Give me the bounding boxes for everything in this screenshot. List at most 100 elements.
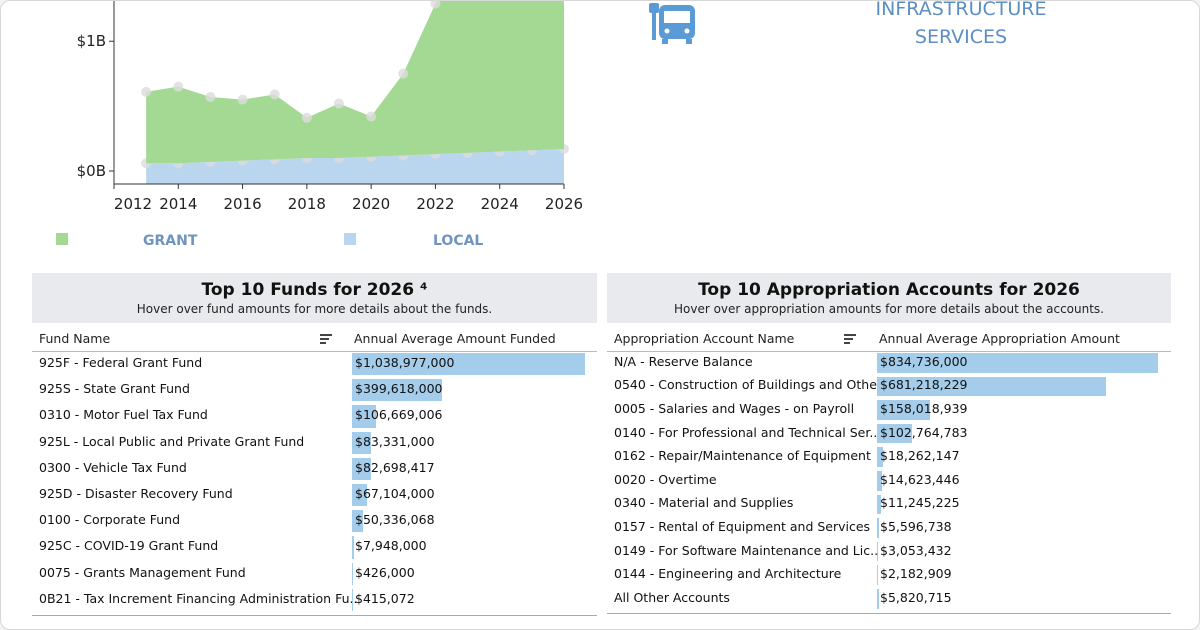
- bar-edge: [352, 379, 353, 402]
- point: [141, 86, 152, 97]
- column-name: Annual Average Appropriation Amount: [879, 331, 1120, 346]
- x-tick-label: 2024: [481, 195, 519, 213]
- bar-edge: [877, 518, 878, 538]
- column-name: Annual Average Amount Funded: [354, 331, 556, 346]
- accounts-panel: Top 10 Appropriation Accounts for 2026 Ho…: [607, 273, 1171, 614]
- amount-label[interactable]: $1,038,977,000: [355, 355, 455, 371]
- amount-label[interactable]: $14,623,446: [880, 471, 960, 487]
- bar-edge: [877, 565, 878, 585]
- bar-edge: [877, 400, 878, 420]
- section-title: INFRASTRUCTURE SERVICES: [821, 1, 1101, 51]
- amount-label[interactable]: $50,336,068: [355, 512, 435, 528]
- table-row: 0157 - Rental of Equipment and Services $…: [607, 516, 1171, 540]
- sort-line: [320, 334, 332, 336]
- row-name: N/A - Reserve Balance: [614, 353, 753, 369]
- bar-edge: [352, 484, 353, 507]
- panel-bottom-rule: [607, 612, 1171, 614]
- amount-label[interactable]: $83,331,000: [355, 433, 435, 449]
- table-row: 0300 - Vehicle Tax Fund $82,698,417: [32, 456, 597, 482]
- amount-label[interactable]: $5,820,715: [880, 589, 952, 605]
- x-tick-label: 2022: [416, 195, 454, 213]
- table-row: All Other Accounts $5,820,715: [607, 587, 1171, 611]
- sort-button[interactable]: [320, 334, 332, 346]
- amount-label[interactable]: $5,596,738: [880, 518, 952, 534]
- amount-label[interactable]: $11,245,225: [880, 495, 960, 511]
- amount-label[interactable]: $399,618,000: [355, 381, 443, 397]
- row-name: 0075 - Grants Management Fund: [39, 564, 246, 580]
- amount-label[interactable]: $67,104,000: [355, 486, 435, 502]
- amount-bar: [352, 353, 585, 376]
- table-row: 0310 - Motor Fuel Tax Fund $106,669,006: [32, 403, 597, 429]
- amount-label[interactable]: $82,698,417: [355, 459, 435, 475]
- column-name: Fund Name: [39, 331, 111, 346]
- amount-label[interactable]: $834,736,000: [880, 353, 968, 369]
- amount-label[interactable]: $681,218,229: [880, 377, 968, 393]
- table-row: 0149 - For Software Maintenance and Lic.…: [607, 540, 1171, 564]
- bar-edge: [352, 536, 353, 559]
- bus-icon: [649, 3, 695, 44]
- sort-button[interactable]: [844, 334, 856, 346]
- amount-bar: [877, 494, 881, 515]
- amount-label[interactable]: $426,000: [355, 564, 415, 580]
- bar-edge: [352, 353, 353, 376]
- amount-bar: [877, 376, 1107, 397]
- x-tick-label: 2018: [288, 195, 326, 213]
- amount-label[interactable]: $18,262,147: [880, 448, 960, 464]
- amount-bar: [877, 471, 882, 491]
- amount-label[interactable]: $415,072: [355, 590, 415, 606]
- table-row: 0B21 - Tax Increment Financing Administr…: [32, 587, 597, 613]
- table-row: 925D - Disaster Recovery Fund $67,104,000: [32, 482, 597, 508]
- amount-bar: [352, 510, 364, 533]
- row-name: 925C - COVID-19 Grant Fund: [39, 538, 219, 554]
- column-header: Fund Name Annual Average Amount Funded: [32, 327, 597, 352]
- area: [146, 148, 564, 184]
- panel-header: Top 10 Funds for 2026 ⁴ Hover over fund a…: [32, 273, 597, 323]
- legend-swatch: [56, 233, 68, 245]
- panel-title: Top 10 Appropriation Accounts for 2026: [698, 280, 1080, 300]
- table-row: 0005 - Salaries and Wages - on Payroll $1…: [607, 398, 1171, 422]
- amount-bar: [352, 457, 371, 480]
- funds-panel: Top 10 Funds for 2026 ⁴ Hover over fund a…: [32, 273, 597, 616]
- amount-bar: [352, 379, 442, 402]
- table-row: 0140 - For Professional and Technical Se…: [607, 422, 1171, 446]
- x-tick-label: 2020: [352, 195, 390, 213]
- area: [146, 1, 564, 164]
- point: [269, 89, 280, 100]
- column-header: Appropriation Account Name Annual Average…: [607, 327, 1171, 352]
- row-name: 0300 - Vehicle Tax Fund: [39, 459, 187, 475]
- amount-bar: [352, 431, 371, 454]
- amount-label[interactable]: $158,018,939: [880, 400, 968, 416]
- point: [205, 92, 216, 103]
- row-name: 0140 - For Professional and Technical Se…: [614, 424, 878, 440]
- row-name: 0162 - Repair/Maintenance of Equipment: [614, 448, 871, 464]
- amount-label[interactable]: $2,182,909: [880, 566, 952, 582]
- bar-edge: [352, 562, 353, 585]
- row-name: 0157 - Rental of Equipment and Services: [614, 518, 871, 534]
- row-name: 0310 - Motor Fuel Tax Fund: [39, 407, 208, 423]
- bar-edge: [877, 589, 878, 609]
- table-row: 925C - COVID-19 Grant Fund $7,948,000: [32, 534, 597, 560]
- point: [173, 81, 184, 92]
- point: [430, 1, 441, 9]
- row-name: 0100 - Corporate Fund: [39, 512, 181, 528]
- point: [334, 98, 344, 109]
- amount-label[interactable]: $3,053,432: [880, 542, 952, 558]
- legend-label: GRANT: [143, 233, 198, 249]
- amount-bar: [877, 400, 931, 420]
- sort-line: [844, 338, 853, 340]
- point: [237, 94, 248, 105]
- table-row: 0100 - Corporate Fund $50,336,068: [32, 508, 597, 534]
- sort-line: [844, 342, 850, 344]
- amount-label[interactable]: $106,669,006: [355, 407, 443, 423]
- sort-line: [844, 334, 856, 336]
- bar-edge: [877, 423, 878, 444]
- table-row: N/A - Reserve Balance $834,736,000: [607, 351, 1171, 375]
- bar-edge: [877, 447, 878, 467]
- amount-label[interactable]: $102,764,783: [880, 424, 968, 440]
- amount-bar: [877, 353, 1158, 373]
- panel-header: Top 10 Appropriation Accounts for 2026 Ho…: [607, 273, 1171, 323]
- table-row: 0340 - Material and Supplies $11,245,225: [607, 493, 1171, 517]
- amount-label[interactable]: $7,948,000: [355, 538, 427, 554]
- sort-line: [320, 338, 329, 340]
- x-tick-label: 2016: [223, 195, 261, 213]
